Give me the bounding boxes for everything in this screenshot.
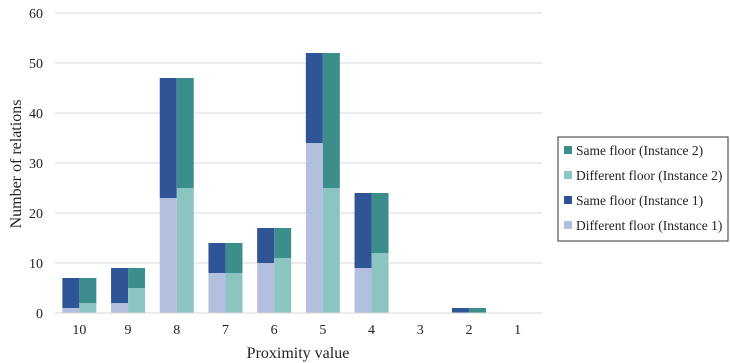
y-tick-label: 60 [29, 7, 43, 22]
bar-segment [274, 258, 292, 313]
y-tick-labels: 0 10 20 30 40 50 60 [29, 7, 43, 322]
legend-frame [557, 136, 729, 242]
bars [62, 53, 486, 313]
bar-segment [208, 273, 226, 313]
bar-segment [322, 53, 340, 188]
y-tick-label: 50 [29, 57, 43, 72]
x-tick-label: 2 [465, 323, 472, 338]
y-tick-label: 20 [29, 207, 43, 222]
y-tick-label: 10 [29, 257, 43, 272]
x-tick-label: 5 [319, 323, 326, 338]
bar-segment [176, 188, 194, 313]
x-tick-label: 7 [222, 323, 229, 338]
bar-segment [176, 78, 194, 188]
gridlines [55, 12, 542, 264]
bar-segment [305, 53, 323, 143]
bar-segment [225, 243, 243, 273]
bar-segment [257, 228, 275, 263]
bar-segment [159, 78, 177, 198]
bar-segment [354, 193, 372, 268]
legend-swatch [564, 221, 572, 229]
bar-segment [468, 308, 486, 313]
x-tick-label: 8 [173, 323, 180, 338]
bar-segment [62, 278, 80, 308]
x-tick-label: 10 [72, 323, 86, 338]
legend-label: Same floor (Instance 1) [576, 193, 703, 208]
x-tick-label: 6 [271, 323, 278, 338]
x-tick-labels: 10 9 8 7 6 5 4 3 2 1 [72, 323, 521, 338]
bar-segment [208, 243, 226, 273]
bar-segment [79, 278, 97, 303]
bar-segment [128, 288, 146, 313]
y-tick-label: 30 [29, 157, 43, 172]
x-tick-label: 9 [125, 323, 132, 338]
bar-segment [257, 263, 275, 313]
legend: Same floor (Instance 2) Different floor (… [557, 136, 729, 242]
legend-swatch [564, 146, 572, 154]
legend-swatch [564, 171, 572, 179]
y-axis-title: Number of relations [8, 100, 25, 229]
x-tick-label: 1 [514, 323, 521, 338]
legend-label: Different floor (Instance 1) [576, 218, 722, 233]
bar-segment [371, 193, 389, 253]
bar-segment [62, 308, 80, 313]
x-tick-label: 3 [417, 323, 424, 338]
bar-segment [305, 143, 323, 313]
bar-segment [274, 228, 292, 258]
bar-segment [322, 188, 340, 313]
bar-segment [111, 303, 129, 313]
bar-segment [354, 268, 372, 313]
bar-segment [111, 268, 129, 303]
legend-swatch [564, 196, 572, 204]
bar-segment [128, 268, 146, 288]
x-axis-title: Proximity value [247, 345, 350, 362]
bar-segment [225, 273, 243, 313]
bar-segment [159, 198, 177, 313]
y-tick-label: 40 [29, 107, 43, 122]
bar-segment [371, 253, 389, 313]
legend-label: Different floor (Instance 2) [576, 168, 722, 183]
bar-segment [451, 308, 469, 313]
x-tick-label: 4 [368, 323, 375, 338]
bar-segment [79, 303, 97, 313]
legend-label: Same floor (Instance 2) [576, 143, 703, 158]
y-tick-label: 0 [36, 307, 43, 322]
